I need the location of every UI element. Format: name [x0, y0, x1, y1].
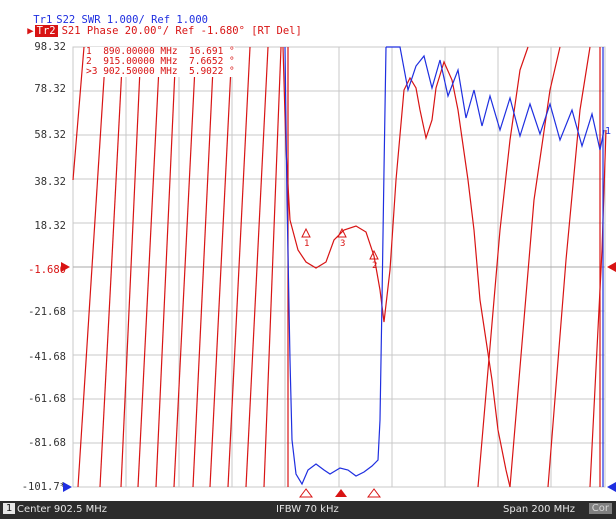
y-tick-label: 98.32 [34, 41, 66, 53]
trace1-settings: S22 SWR 1.000/ Ref 1.000 [56, 14, 208, 26]
center-frequency[interactable]: Center 902.5 MHz [17, 504, 108, 515]
span-value[interactable]: Span 200 MHz [503, 504, 576, 515]
marker-label: 2 [372, 261, 377, 271]
trace1-tag[interactable]: Tr1 [33, 14, 53, 26]
marker-triangles [301, 227, 379, 260]
y-tick-label: 18.32 [34, 220, 66, 232]
status-bar: 1 Center 902.5 MHz IFBW 70 kHz Span 200 … [0, 501, 616, 519]
y-tick-label: 58.32 [34, 129, 66, 141]
channel-number[interactable]: 1 [3, 503, 16, 514]
y-tick-label: -41.68 [28, 351, 66, 363]
y-tick-label: 78.32 [34, 83, 66, 95]
marker-1-triangle [301, 227, 311, 238]
trace1-header[interactable]: Tr1 S22 SWR 1.000/ Ref 1.000 [8, 2, 208, 38]
trace1-ref-arrow-icon [63, 482, 72, 492]
marker-tabs [299, 488, 381, 498]
trace2-ref-arrow-icon [61, 262, 70, 272]
y-tick-label: -101.7* [21, 481, 66, 493]
marker-label: 3 [340, 239, 345, 249]
trace2-header[interactable]: ▶ Tr2 S21 Phase 20.00°/ Ref -1.680° [RT De… [2, 13, 302, 49]
trace2-tag[interactable]: Tr2 [34, 25, 58, 37]
trace2-ref-arrow-right-icon [607, 262, 616, 272]
trace2-settings: S21 Phase 20.00°/ Ref -1.680° [RT Del] [61, 25, 302, 37]
active-trace-arrow-icon: ▶ [27, 25, 34, 37]
ifbw-value[interactable]: IFBW 70 kHz [276, 504, 339, 515]
y-tick-label: -61.68 [28, 393, 66, 405]
trace-number-label: 1 [605, 126, 611, 137]
trace1-swr-curve [284, 46, 605, 487]
marker-table: 1 890.00000 MHz 16.691 ° 2 915.00000 MHz… [86, 46, 235, 77]
marker-2-triangle [369, 249, 379, 260]
measurement-plot[interactable]: 1 3 2 1 [0, 0, 616, 501]
y-tick-label: -21.68 [28, 306, 66, 318]
y-ref-label: -1.680 [28, 264, 66, 276]
marker-3-triangle [337, 227, 347, 238]
correction-indicator[interactable]: Cor [588, 503, 612, 514]
marker-label: 1 [304, 239, 309, 249]
y-tick-label: -81.68 [28, 437, 66, 449]
trace1-ref-arrow-right-icon [607, 482, 616, 492]
y-tick-label: 38.32 [34, 176, 66, 188]
